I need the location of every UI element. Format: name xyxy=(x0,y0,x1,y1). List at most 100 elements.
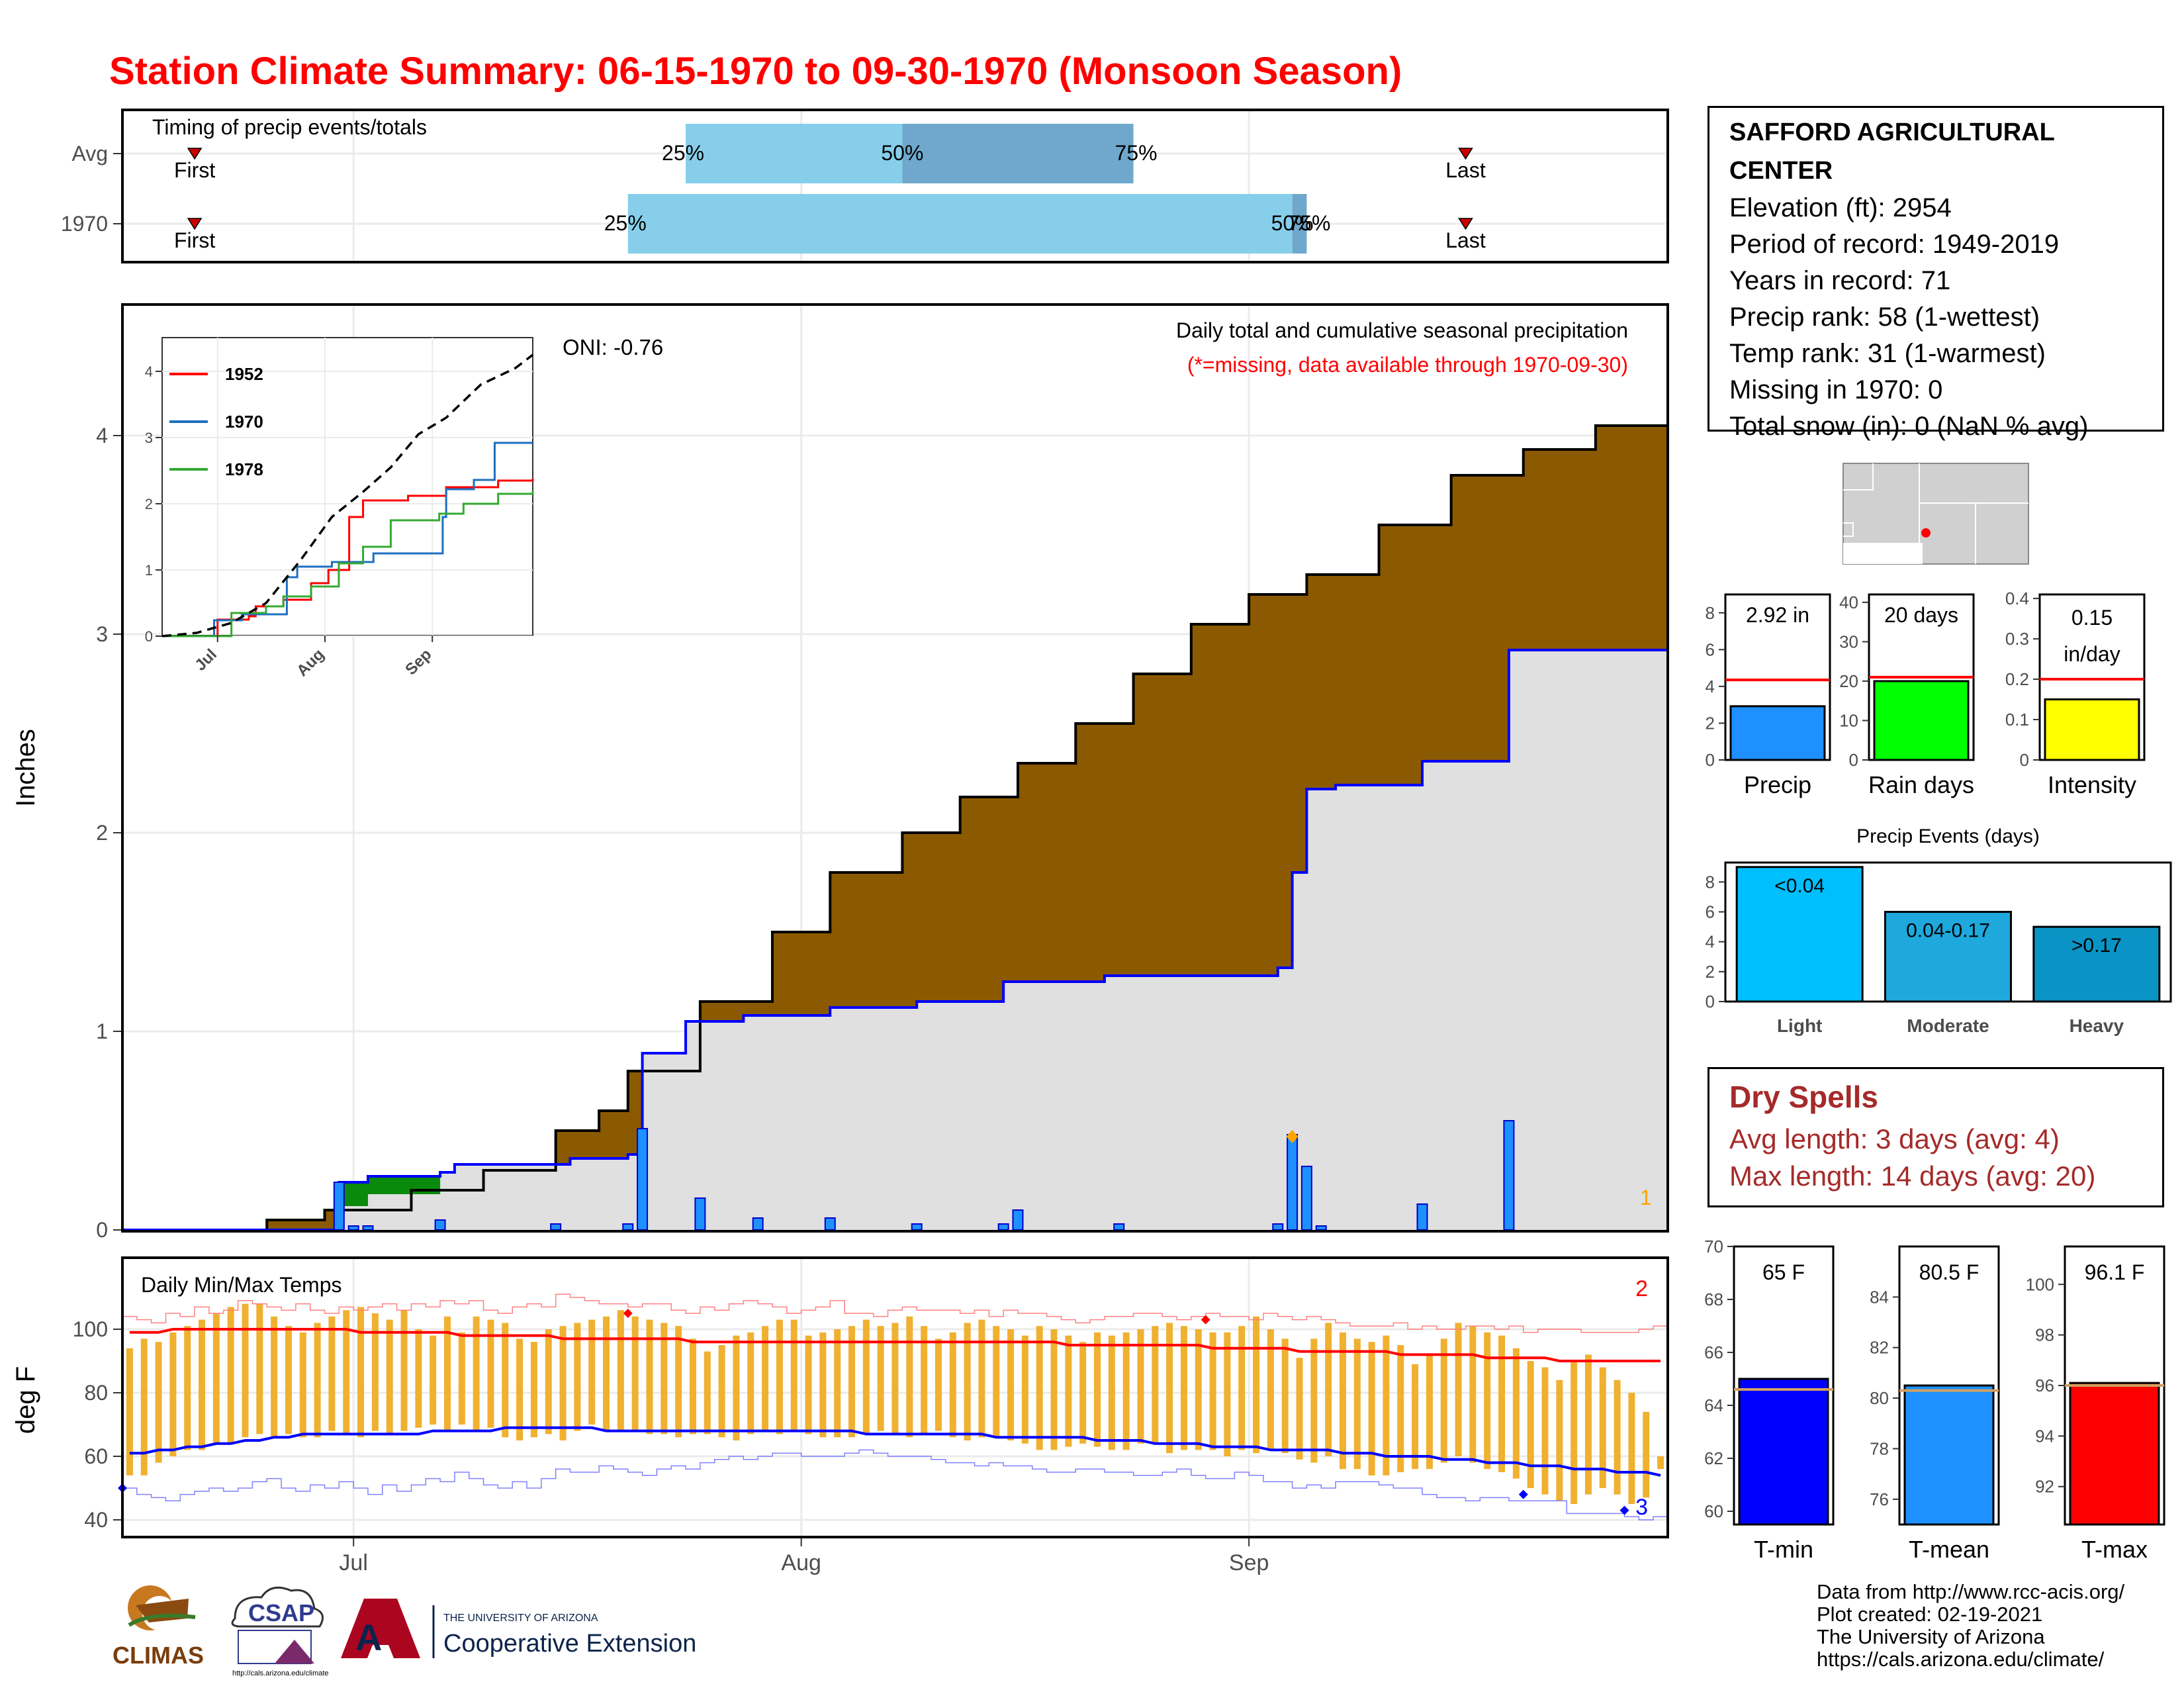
climas-logo-text: CLIMAS xyxy=(113,1642,204,1669)
temp-range-bar xyxy=(921,1326,928,1434)
summary-tick-label: 60 xyxy=(1704,1501,1723,1521)
temp-range-bar xyxy=(1281,1338,1289,1454)
temp-range-bar xyxy=(371,1313,379,1431)
precip-events-chart: Precip Events (days) <0.04 Light 0.04-0.17 M… xyxy=(1706,825,2172,1036)
oni-label: ONI: -0.76 xyxy=(563,335,663,359)
y-axis-label: Inches xyxy=(11,729,40,807)
summary-tick-label: 0 xyxy=(1849,750,1858,770)
temp-range-bar xyxy=(978,1319,985,1438)
temp-range-bar xyxy=(199,1319,206,1450)
temp-range-bar xyxy=(516,1338,523,1440)
precip-title: Daily total and cumulative seasonal prec… xyxy=(1176,318,1628,342)
summary-tick-label: 2 xyxy=(1706,713,1715,733)
summary-value-label: 20 days xyxy=(1884,603,1958,627)
events-tick-label: 0 xyxy=(1706,992,1715,1011)
summary-label: T-mean xyxy=(1909,1536,1989,1563)
inset-series-line xyxy=(162,491,534,637)
timing-title: Timing of precip events/totals xyxy=(152,115,427,139)
temp-range-bar xyxy=(1628,1393,1635,1504)
daily-precip-bar xyxy=(911,1223,923,1231)
temp-range-bar xyxy=(1599,1367,1606,1488)
temp-range-bar xyxy=(1079,1342,1087,1444)
temp-range-bar xyxy=(1238,1326,1246,1450)
timing-label: 75% xyxy=(1115,141,1158,165)
temp-range-bar xyxy=(1397,1345,1404,1472)
timing-label: First xyxy=(174,158,215,182)
station-info-box: SAFFORD AGRICULTURAL CENTER Elevation (f… xyxy=(1707,106,2164,441)
summary-bar xyxy=(1738,1378,1829,1526)
temp-range-bar xyxy=(848,1326,856,1438)
corner-label: 1 xyxy=(1640,1186,1652,1209)
credits: Data from http://www.rcc-acis.org/ Plot … xyxy=(1817,1581,2124,1671)
avg-min-line xyxy=(129,1426,1661,1477)
temp-range-bar xyxy=(733,1335,740,1440)
event-bar-label: >0.17 xyxy=(2071,935,2122,957)
summary-tick-label: 78 xyxy=(1870,1438,1889,1458)
daily-precip-bar xyxy=(752,1217,764,1231)
station-row: Missing in 1970: 0 xyxy=(1729,375,1943,404)
temp-range-bar xyxy=(299,1332,306,1438)
y-tick-label: 80 xyxy=(84,1381,108,1405)
summary-tick-label: 70 xyxy=(1704,1237,1723,1256)
temp-chart: 40 60 80 100 Jul Aug Sep deg F Daily Min/Max Tem… xyxy=(11,1256,1669,1575)
daily-precip-bar xyxy=(1503,1120,1515,1231)
temp-range-bar xyxy=(776,1319,783,1434)
y-tick-label: 3 xyxy=(96,622,108,646)
temp-range-bar xyxy=(762,1326,769,1431)
legend-label: 1978 xyxy=(225,459,263,479)
summary-tick-label: 30 xyxy=(1839,632,1858,651)
daily-precip-bar xyxy=(333,1182,345,1231)
temp-range-bar xyxy=(1412,1364,1419,1470)
precip-border xyxy=(121,303,1669,1233)
temp-range-bar xyxy=(1469,1326,1477,1463)
temp-range-bar xyxy=(1440,1338,1447,1463)
summary-tick-label: 10 xyxy=(1839,710,1858,730)
temp-range-bar xyxy=(126,1348,133,1476)
temp-range-bar xyxy=(646,1319,653,1434)
credit-line: The University of Arizona xyxy=(1817,1625,2045,1648)
temp-range-bar xyxy=(1383,1335,1390,1476)
above-average-area xyxy=(339,1176,441,1206)
timing-row-label: Avg xyxy=(71,142,108,165)
temp-range-bar xyxy=(140,1338,148,1476)
temp-range-bar xyxy=(1108,1335,1115,1450)
summary-tick-label: 0.2 xyxy=(2005,669,2029,689)
y-tick-label: 2 xyxy=(96,821,108,845)
summary-tick-label: 82 xyxy=(1870,1338,1889,1358)
dry-spells-max: Max length: 14 days (avg: 20) xyxy=(1729,1160,2096,1192)
daily-precip-bar xyxy=(1113,1223,1125,1231)
current-cumulative-area xyxy=(122,650,1668,1230)
event-category-label: Moderate xyxy=(1907,1015,1989,1036)
temp-range-bar xyxy=(271,1316,278,1438)
temps-title: Daily Min/Max Temps xyxy=(141,1273,341,1297)
climas-logo: CLIMAS xyxy=(113,1585,204,1669)
daily-precip-bar xyxy=(347,1225,359,1231)
y-tick-label: 0 xyxy=(96,1218,108,1242)
avg-cumulative-line xyxy=(122,386,1669,1231)
temp-range-bar xyxy=(1253,1316,1260,1454)
temp-range-bar xyxy=(430,1335,437,1425)
events-tick-label: 4 xyxy=(1706,932,1715,952)
temp-range-bar xyxy=(458,1332,465,1425)
temp-range-bar xyxy=(1339,1332,1346,1470)
inset-average-line xyxy=(161,353,534,637)
temp-range-bar xyxy=(256,1303,263,1434)
x-tick-label: Sep xyxy=(1229,1550,1269,1575)
temp-range-bar xyxy=(834,1329,841,1438)
timing-label: First xyxy=(174,228,215,252)
temp-range-bar xyxy=(1224,1332,1231,1456)
temp-range-bar xyxy=(1584,1354,1592,1495)
temp-range-bar xyxy=(1368,1342,1375,1476)
footer-logos: CLIMAS CSAP http://cals.arizona.edu/clim… xyxy=(113,1585,696,1677)
record-marker xyxy=(1518,1489,1528,1499)
inset-series-line xyxy=(162,442,533,637)
daily-precip-bar xyxy=(1287,1134,1298,1231)
temp-range-bar xyxy=(487,1319,494,1428)
station-row: Precip rank: 58 (1-wettest) xyxy=(1729,303,2040,332)
summary-value-label: 0.15 xyxy=(2071,606,2113,630)
station-row: Period of record: 1949-2019 xyxy=(1729,230,2060,259)
y-tick-label: 100 xyxy=(73,1317,108,1341)
temp-range-bar xyxy=(1050,1329,1058,1450)
temp-range-bar xyxy=(1310,1338,1318,1463)
